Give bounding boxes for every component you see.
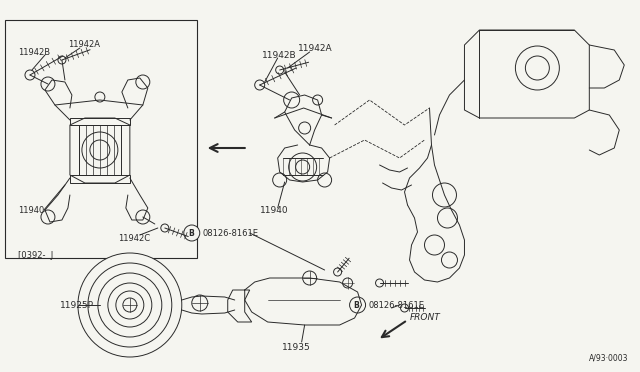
Text: B: B bbox=[188, 228, 194, 237]
Text: 08126-8161E: 08126-8161E bbox=[203, 228, 259, 237]
Text: 11942A: 11942A bbox=[298, 44, 332, 52]
Text: 11942A: 11942A bbox=[68, 39, 100, 48]
Circle shape bbox=[438, 208, 458, 228]
Circle shape bbox=[136, 210, 150, 224]
Text: 08126-8161E: 08126-8161E bbox=[369, 301, 424, 310]
Circle shape bbox=[184, 225, 200, 241]
Circle shape bbox=[78, 253, 182, 357]
Circle shape bbox=[312, 95, 323, 105]
Circle shape bbox=[284, 92, 300, 108]
Circle shape bbox=[41, 210, 55, 224]
Polygon shape bbox=[70, 118, 130, 183]
Circle shape bbox=[515, 46, 559, 90]
Circle shape bbox=[123, 298, 137, 312]
Text: 11940: 11940 bbox=[260, 205, 289, 215]
Text: A/93·0003: A/93·0003 bbox=[589, 353, 629, 362]
Polygon shape bbox=[228, 290, 252, 322]
Circle shape bbox=[273, 173, 287, 187]
Circle shape bbox=[90, 140, 110, 160]
Bar bbox=[5, 20, 196, 258]
Circle shape bbox=[317, 173, 332, 187]
Text: 11940: 11940 bbox=[18, 205, 44, 215]
Circle shape bbox=[116, 291, 144, 319]
Circle shape bbox=[433, 183, 456, 207]
Circle shape bbox=[88, 263, 172, 347]
Circle shape bbox=[296, 160, 310, 174]
Circle shape bbox=[289, 153, 317, 181]
Circle shape bbox=[192, 295, 208, 311]
Circle shape bbox=[98, 273, 162, 337]
Circle shape bbox=[349, 297, 365, 313]
Circle shape bbox=[303, 271, 317, 285]
Text: 11942B: 11942B bbox=[18, 48, 50, 57]
Circle shape bbox=[82, 132, 118, 168]
Text: 11942C: 11942C bbox=[118, 234, 150, 243]
Text: FRONT: FRONT bbox=[410, 314, 440, 323]
Polygon shape bbox=[465, 30, 589, 118]
Text: 11935: 11935 bbox=[282, 343, 310, 353]
Text: B: B bbox=[354, 301, 360, 310]
Circle shape bbox=[136, 75, 150, 89]
Text: [0392-  J: [0392- J bbox=[18, 250, 53, 260]
Text: 11942B: 11942B bbox=[262, 51, 296, 60]
Circle shape bbox=[442, 252, 458, 268]
Circle shape bbox=[299, 122, 310, 134]
Text: 11925P: 11925P bbox=[60, 301, 94, 310]
Circle shape bbox=[342, 278, 353, 288]
Circle shape bbox=[41, 77, 55, 91]
Circle shape bbox=[525, 56, 549, 80]
Circle shape bbox=[95, 92, 105, 102]
Circle shape bbox=[424, 235, 444, 255]
Circle shape bbox=[108, 283, 152, 327]
